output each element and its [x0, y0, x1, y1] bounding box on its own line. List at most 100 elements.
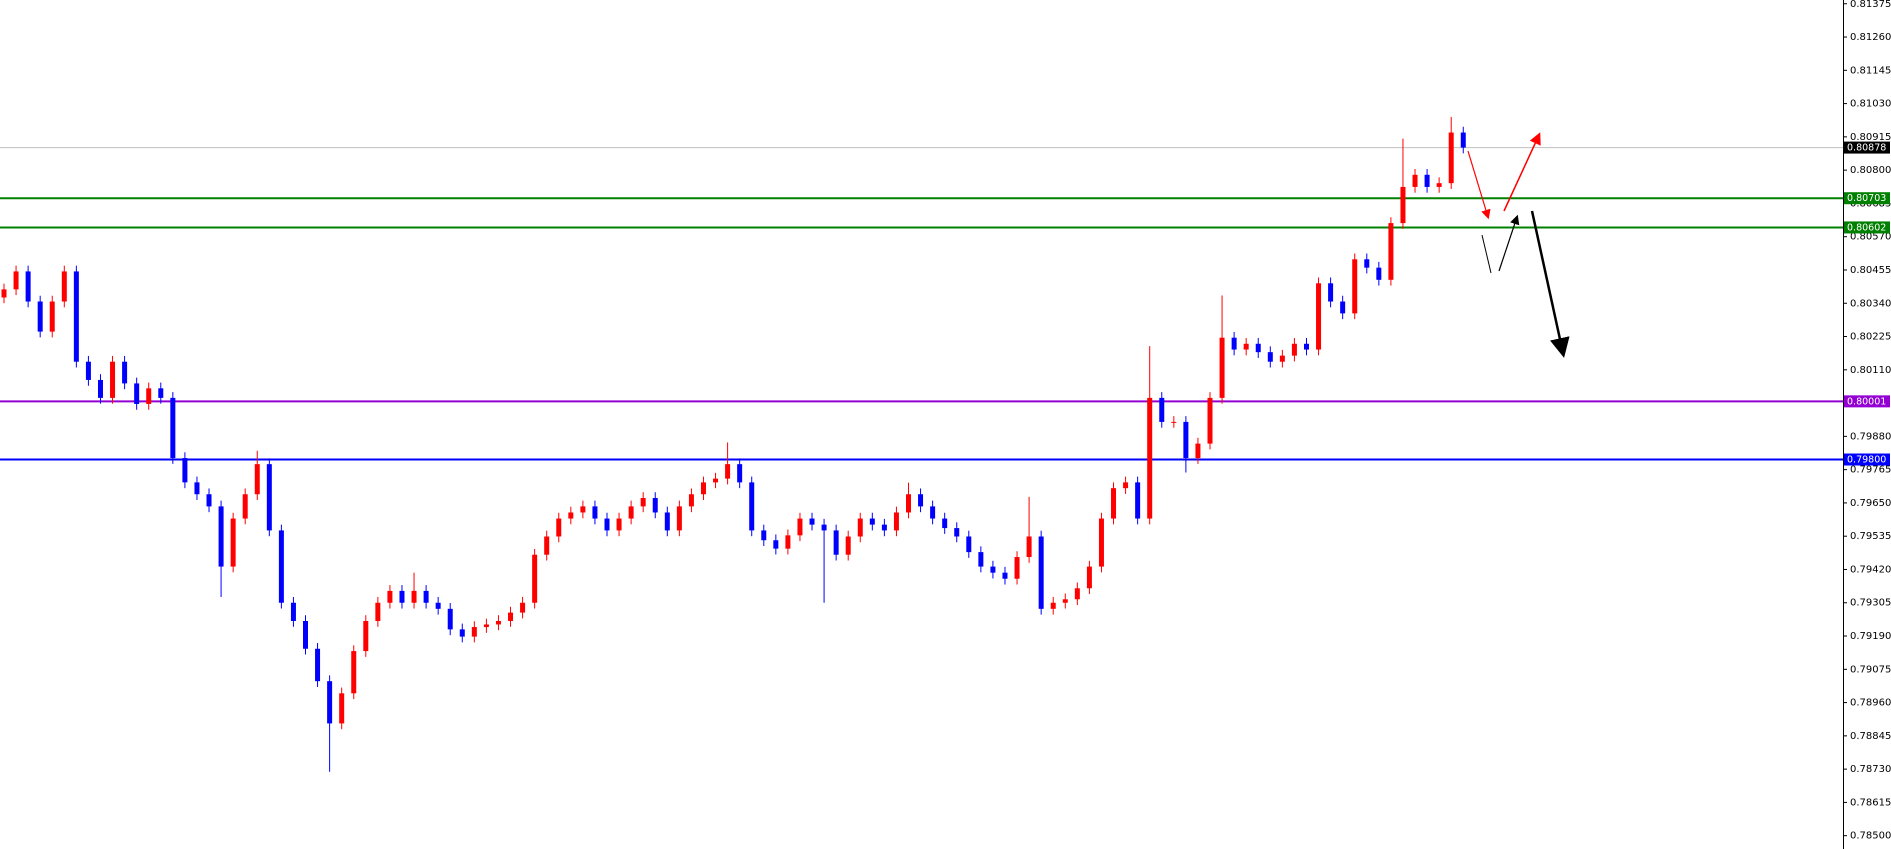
candle-body: [37, 301, 43, 332]
y-tick-label: 0.79420: [1850, 564, 1891, 575]
level-label: 0.80001: [1847, 396, 1886, 407]
y-tick-label: 0.79305: [1850, 598, 1891, 609]
y-tick-label: 0.79880: [1850, 431, 1891, 442]
candle-body: [1255, 343, 1261, 353]
candle-body: [158, 388, 164, 398]
candle-body: [942, 518, 948, 529]
candle-body: [1123, 482, 1129, 489]
candle-body: [254, 464, 260, 495]
candle-body: [1328, 283, 1334, 302]
candle-body: [1388, 223, 1394, 280]
y-tick-label: 0.80915: [1850, 132, 1891, 143]
candle-body: [1, 289, 7, 298]
y-tick-label: 0.81375: [1850, 0, 1891, 10]
candle-body: [134, 383, 140, 404]
candle-body: [1376, 267, 1382, 280]
candle-body: [1460, 132, 1466, 148]
candle-body: [652, 497, 658, 513]
projection-arrow: [1467, 150, 1491, 220]
candle-body: [447, 608, 453, 630]
level-label-bg: [1844, 453, 1890, 466]
candle-body: [713, 478, 719, 483]
candle-body: [206, 494, 212, 507]
candle-body: [363, 620, 369, 652]
candle-body: [1159, 397, 1165, 422]
candle-body: [49, 301, 55, 332]
y-tick-label: 0.78500: [1850, 831, 1891, 842]
candle-body: [13, 271, 19, 290]
candle-body: [1243, 343, 1249, 350]
candle-body: [544, 536, 550, 555]
candle-body: [725, 464, 731, 479]
candle-body: [930, 506, 936, 519]
level-label: 0.79800: [1847, 455, 1886, 466]
candle-body: [435, 602, 441, 609]
candle-body: [1014, 557, 1020, 579]
candle-body: [97, 379, 103, 398]
candle-body: [471, 627, 477, 637]
candle-body: [821, 524, 827, 531]
level-label-bg: [1844, 141, 1890, 154]
candle-body: [1062, 599, 1068, 603]
candle-body: [845, 536, 851, 555]
candle-body: [1303, 343, 1309, 350]
candle-body: [1400, 186, 1406, 224]
candle-body: [1219, 337, 1225, 398]
candle-body: [483, 624, 489, 628]
candle-body: [1424, 174, 1430, 187]
candle-body: [628, 506, 634, 519]
candle-body: [737, 464, 743, 483]
projection-arrow: [1498, 214, 1520, 272]
candle-body: [1267, 352, 1273, 362]
candle-body: [785, 535, 791, 549]
candle-body: [61, 271, 67, 302]
candle-body: [1098, 518, 1104, 567]
y-tick-label: 0.80340: [1850, 298, 1891, 309]
candle-body: [1316, 283, 1322, 350]
candle-body: [387, 590, 393, 603]
candle-body: [182, 458, 188, 483]
y-tick-label: 0.78845: [1850, 731, 1891, 742]
y-tick-label: 0.81145: [1850, 65, 1891, 76]
y-tick-label: 0.79075: [1850, 664, 1891, 675]
plot-area: [0, 116, 1843, 772]
candle-body: [664, 512, 670, 531]
level-label: 0.80703: [1847, 193, 1886, 204]
candle-body: [495, 620, 501, 625]
y-tick-label: 0.79765: [1850, 465, 1891, 476]
candle-body: [640, 497, 646, 507]
candle-body: [1086, 566, 1092, 589]
projection-arrow: [1503, 132, 1541, 212]
candle-body: [1364, 259, 1370, 268]
candle-body: [1195, 443, 1201, 459]
candle-body: [1231, 337, 1237, 350]
candle-body: [278, 530, 284, 603]
candle-body: [604, 518, 610, 531]
candle-body: [1291, 343, 1297, 356]
candle-body: [1135, 482, 1141, 519]
candle-body: [218, 506, 224, 567]
candle-body: [194, 482, 200, 495]
candle-body: [676, 506, 682, 531]
candle-body: [869, 518, 875, 525]
candle-body: [375, 602, 381, 621]
candle-body: [881, 524, 887, 531]
candle-body: [773, 540, 779, 549]
candle-body: [411, 590, 417, 603]
candle-body: [700, 482, 706, 495]
candle-body: [978, 552, 984, 567]
candle-body: [1279, 355, 1285, 362]
projection-line: [1481, 234, 1492, 274]
candle-body: [1002, 572, 1008, 579]
candle-body: [1171, 421, 1177, 423]
level-label-bg: [1844, 395, 1890, 408]
y-tick-label: 0.81030: [1850, 99, 1891, 110]
candle-body: [327, 681, 333, 724]
y-tick-label: 0.78615: [1850, 797, 1891, 808]
candle-body: [351, 651, 357, 694]
projection-arrow: [1530, 210, 1570, 358]
candle-body: [532, 554, 538, 603]
candle-body: [906, 494, 911, 513]
